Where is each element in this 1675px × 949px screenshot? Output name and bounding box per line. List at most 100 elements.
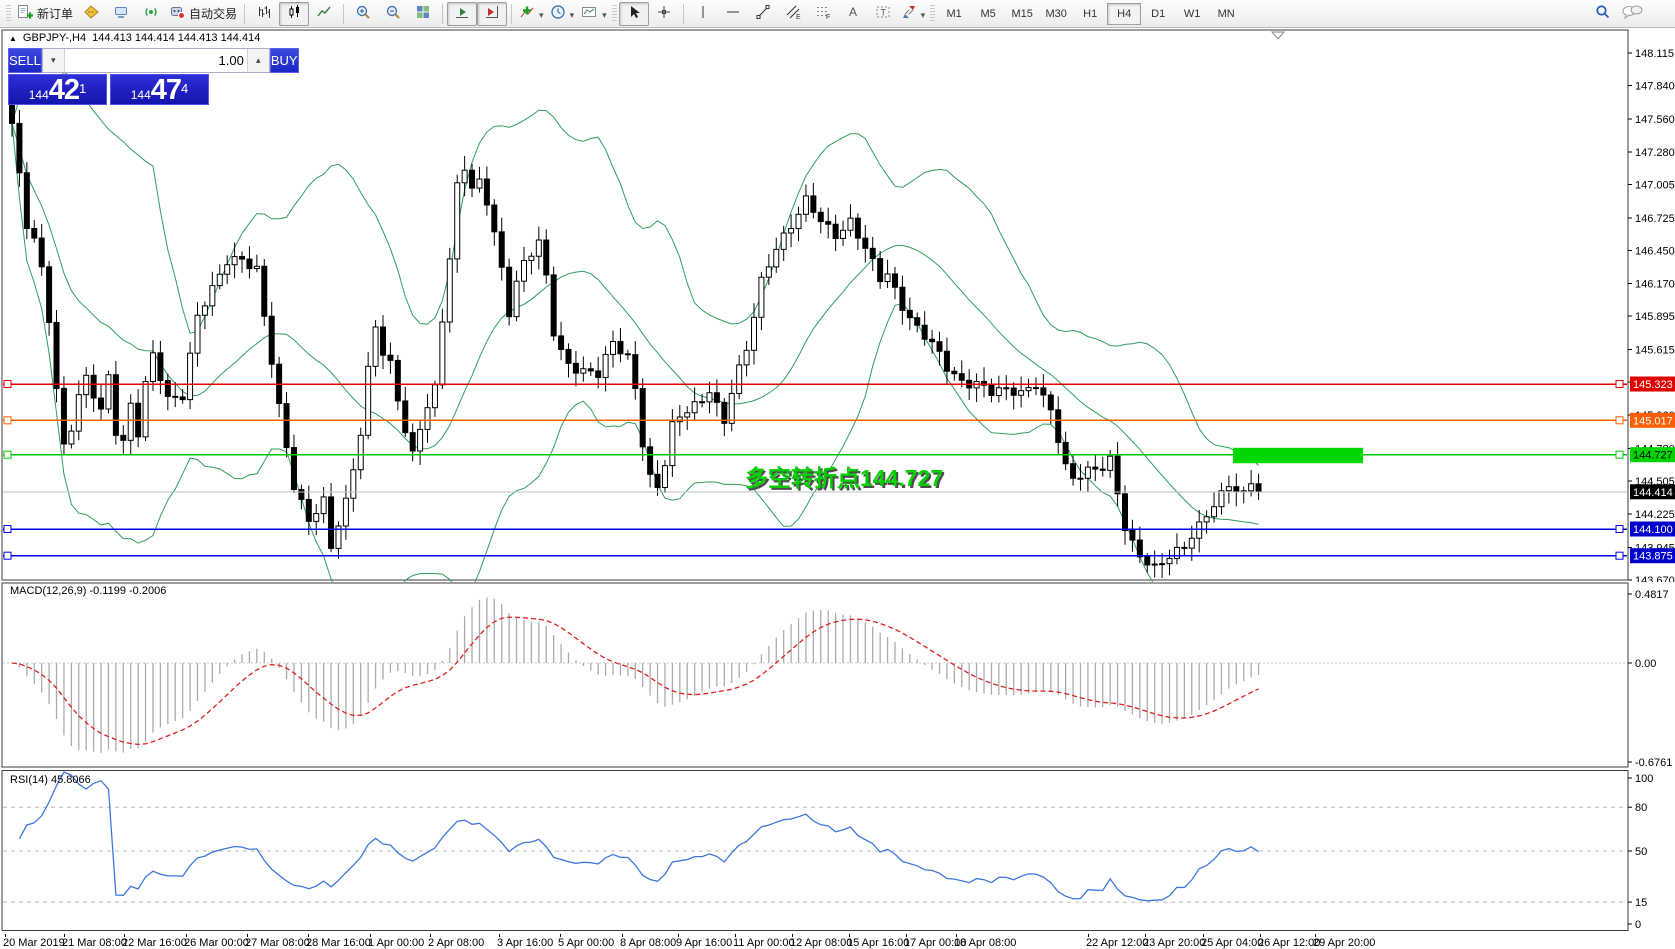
arrows-button[interactable]: [898, 2, 929, 26]
line-anchor-handle[interactable]: [1615, 416, 1624, 425]
timeframe-h4-button[interactable]: H4: [1107, 2, 1142, 25]
toolbar-drag-handle[interactable]: [6, 4, 11, 23]
bar-chart-icon: [256, 4, 272, 23]
line-anchor-handle[interactable]: [3, 380, 12, 389]
search-icon[interactable]: [1594, 3, 1611, 25]
date-axis-tick: [430, 934, 431, 937]
auto-scroll-button[interactable]: [447, 1, 478, 26]
chat-icon[interactable]: [1621, 3, 1643, 25]
sell-button[interactable]: SELL: [8, 48, 42, 73]
new-order-label: 新订单: [37, 7, 74, 21]
line-chart-button[interactable]: [309, 2, 339, 26]
candle-body: [758, 276, 765, 318]
sell-price-box[interactable]: 144 42 1: [8, 74, 107, 105]
periods-dropdown-arrow[interactable]: [569, 7, 575, 21]
chart-shift-marker-icon[interactable]: [1270, 31, 1286, 40]
date-axis-label: 28 Mar 16:00: [306, 937, 371, 949]
candle-body: [68, 430, 75, 445]
new-order-button[interactable]: 新订单: [13, 2, 76, 26]
line-anchor-handle[interactable]: [3, 525, 12, 534]
horizontal-line-button[interactable]: [718, 2, 748, 26]
date-axis[interactable]: 20 Mar 2019 21 Mar 08:00 22 Mar 16:00 26 Ma…: [0, 934, 1675, 949]
bar-chart-button[interactable]: [249, 2, 279, 26]
text-button[interactable]: A: [838, 2, 868, 26]
text-label-icon: T: [875, 4, 891, 23]
indicators-button[interactable]: [516, 2, 547, 26]
candle-body: [1099, 468, 1106, 471]
timeframe-d1-button[interactable]: D1: [1151, 7, 1166, 20]
candle-body: [899, 286, 906, 311]
separator: [343, 3, 345, 24]
candlestick-chart-button[interactable]: [279, 1, 310, 26]
crosshair-button[interactable]: [649, 2, 679, 26]
timeframe-w1-button[interactable]: W1: [1183, 7, 1201, 20]
volume-input[interactable]: [64, 49, 247, 72]
terminal-button[interactable]: [106, 2, 136, 26]
candle-body: [1144, 556, 1151, 566]
candle-body: [506, 266, 513, 318]
svg-text:A: A: [849, 5, 857, 19]
timeframe-m30-button[interactable]: M30: [1045, 7, 1067, 20]
buy-price-box[interactable]: 144 47 4: [110, 74, 209, 105]
toolbar-drag-handle[interactable]: [930, 4, 936, 23]
timeframe-m5-button[interactable]: M5: [980, 7, 996, 20]
chart-annotation-text[interactable]: 多空转折点144.727: [745, 465, 944, 491]
price-badge-label: 144.727: [1633, 450, 1673, 462]
candle-body: [231, 256, 238, 266]
candle-body: [1055, 409, 1062, 443]
macd-panel[interactable]: 0.4817 0.00 -0.6761: [0, 582, 1675, 770]
date-axis-tick: [560, 934, 561, 937]
line-anchor-handle[interactable]: [1615, 551, 1624, 560]
date-axis-tick: [792, 934, 793, 937]
chart-templates-button[interactable]: [577, 2, 610, 26]
vertical-line-icon: [697, 4, 709, 23]
line-anchor-handle[interactable]: [3, 551, 12, 560]
chart-templates-dropdown-arrow[interactable]: [601, 7, 607, 21]
fibonacci-icon: F: [815, 4, 831, 23]
equidistant-channel-button[interactable]: E: [778, 2, 808, 26]
trendline-button[interactable]: [748, 2, 778, 26]
date-axis-label: 2 Apr 08:00: [428, 937, 485, 949]
line-anchor-handle[interactable]: [3, 450, 12, 459]
timeframe-m1-button[interactable]: M1: [946, 7, 962, 20]
price-axis-tick-label: 145.615: [1635, 344, 1675, 356]
highlight-rectangle[interactable]: [1233, 447, 1363, 464]
volume-decrease-button[interactable]: [42, 49, 65, 72]
fibonacci-button[interactable]: F: [808, 2, 838, 26]
candle-body: [23, 172, 30, 229]
autotrading-button[interactable]: 自动交易: [166, 2, 240, 26]
line-anchor-handle[interactable]: [1615, 380, 1624, 389]
indicators-dropdown-arrow[interactable]: [538, 7, 544, 21]
line-anchor-handle[interactable]: [3, 416, 12, 425]
line-anchor-handle[interactable]: [1615, 525, 1624, 534]
periods-button[interactable]: [547, 2, 578, 26]
cursor-button[interactable]: [618, 1, 649, 26]
zoom-out-button[interactable]: [378, 2, 408, 26]
metaeditor-button[interactable]: [76, 2, 106, 26]
line-anchor-handle[interactable]: [1615, 450, 1624, 459]
timeframe-mn-button[interactable]: MN: [1217, 7, 1235, 20]
collapse-triangle-icon[interactable]: ▲: [9, 33, 17, 43]
timeframe-h1-button[interactable]: H1: [1083, 7, 1098, 20]
candle-body: [520, 259, 527, 282]
main-price-chart[interactable]: 148.115 147.840 147.560 147.280 147.005 146.7…: [0, 28, 1675, 582]
timeframe-m15-button[interactable]: M15: [1011, 7, 1033, 20]
vertical-line-button[interactable]: [688, 2, 718, 26]
arrows-dropdown-arrow[interactable]: [920, 7, 926, 21]
candle-body: [394, 359, 401, 402]
chart-shift-button[interactable]: [477, 1, 508, 26]
signals-button[interactable]: [136, 2, 166, 26]
text-label-button[interactable]: T: [868, 2, 898, 26]
volume-increase-button[interactable]: [246, 49, 269, 72]
rsi-panel[interactable]: 100 80 50 15 0: [0, 770, 1675, 934]
candle-body: [921, 324, 928, 340]
date-axis-label: 15 Apr 16:00: [847, 937, 910, 949]
chart-templates-icon: [580, 4, 598, 23]
price-axis-tick-label: 147.280: [1635, 147, 1675, 159]
buy-button[interactable]: BUY: [269, 48, 299, 73]
date-axis-label: 5 Apr 00:00: [558, 937, 615, 949]
zoom-in-button[interactable]: [348, 2, 378, 26]
tile-windows-button[interactable]: [408, 2, 438, 26]
rsi-axis-label: 0: [1635, 919, 1641, 931]
toolbar-drag-handle[interactable]: [611, 4, 617, 23]
